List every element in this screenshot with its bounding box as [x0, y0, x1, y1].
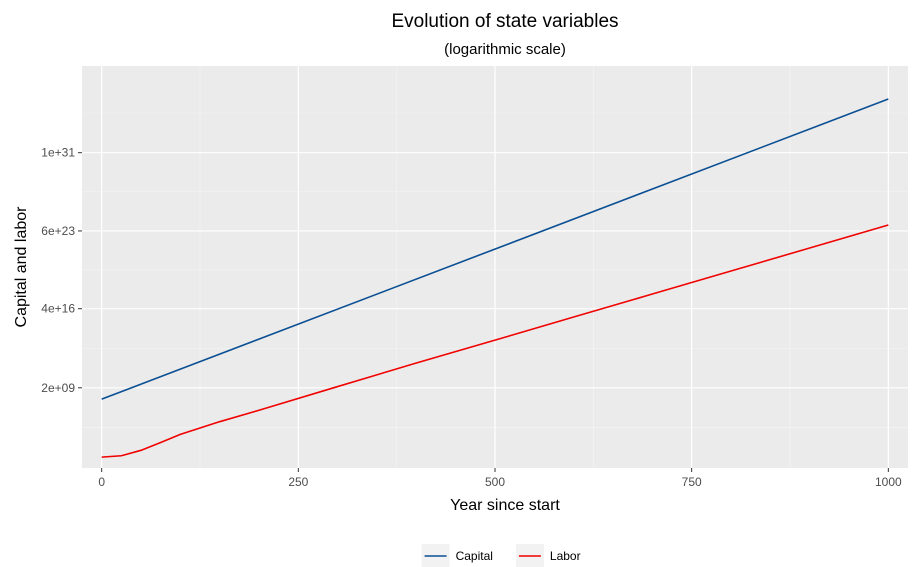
x-tick-label: 0 — [98, 475, 105, 489]
y-tick-label: 6e+23 — [41, 224, 75, 238]
series-layer — [101, 98, 889, 458]
major-grid — [82, 66, 908, 468]
legend-label: Labor — [550, 549, 581, 563]
x-tick-label: 1000 — [875, 475, 902, 489]
chart-title: Evolution of state variables — [391, 11, 618, 32]
y-tick-label: 4e+16 — [41, 302, 75, 316]
y-tick-label: 1e+31 — [41, 146, 75, 160]
y-axis: 2e+09 4e+16 6e+23 1e+31 — [41, 146, 82, 395]
chart-subtitle: (logarithmic scale) — [444, 41, 566, 58]
x-axis: 0 250 500 750 1000 — [98, 468, 902, 489]
series-line-labor — [101, 224, 889, 458]
series-line-capital — [101, 98, 889, 400]
y-tick-label: 2e+09 — [41, 381, 75, 395]
x-tick-label: 750 — [682, 475, 702, 489]
y-axis-title: Capital and labor — [13, 206, 30, 328]
x-tick-label: 500 — [485, 475, 505, 489]
x-axis-title: Year since start — [450, 497, 560, 514]
legend: Capital Labor — [421, 544, 581, 567]
x-tick-label: 250 — [288, 475, 308, 489]
legend-label: Capital — [456, 549, 493, 563]
